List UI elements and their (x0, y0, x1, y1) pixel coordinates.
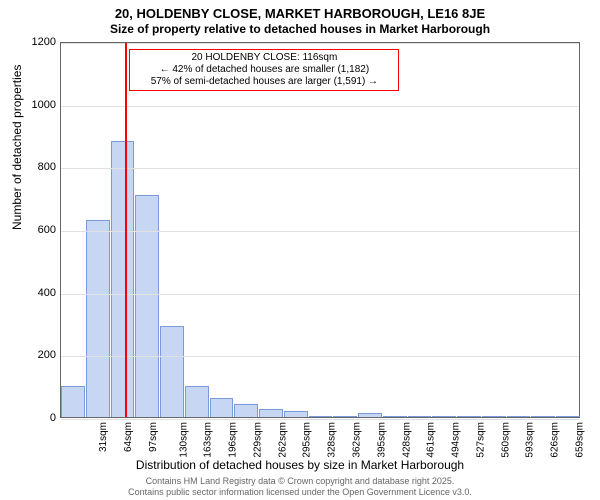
y-tick-label: 1200 (32, 36, 56, 48)
annotation-line1: 20 HOLDENBY CLOSE: 116sqm (134, 52, 394, 64)
y-tick-label: 200 (38, 349, 56, 361)
x-tick-label: 527sqm (475, 422, 486, 458)
x-tick-label: 328sqm (327, 422, 338, 458)
y-tick-label: 600 (38, 224, 56, 236)
x-tick-label: 659sqm (574, 422, 585, 458)
bar (86, 220, 110, 417)
gridline (61, 168, 579, 169)
bar (309, 416, 333, 417)
credits-line2: Contains public sector information licen… (0, 487, 600, 498)
x-tick-label: 229sqm (253, 422, 264, 458)
marker-line (125, 43, 127, 417)
annotation-line3: 57% of semi-detached houses are larger (… (134, 76, 394, 88)
bar (408, 416, 432, 417)
y-tick-label: 800 (38, 161, 56, 173)
x-tick-label: 64sqm (123, 422, 134, 452)
x-tick-label: 295sqm (302, 422, 313, 458)
credits-line1: Contains HM Land Registry data © Crown c… (0, 476, 600, 487)
bar (234, 404, 258, 417)
gridline (61, 231, 579, 232)
x-tick-label: 130sqm (178, 422, 189, 458)
x-axis-label: Distribution of detached houses by size … (0, 458, 600, 472)
x-tick-label: 163sqm (203, 422, 214, 458)
bar (432, 416, 456, 417)
x-tick-label: 395sqm (376, 422, 387, 458)
x-tick-label: 593sqm (525, 422, 536, 458)
bar (333, 416, 357, 417)
credits: Contains HM Land Registry data © Crown c… (0, 476, 600, 498)
bar (135, 195, 159, 417)
bar (61, 386, 85, 417)
bar (284, 411, 308, 417)
chart-container: 20, HOLDENBY CLOSE, MARKET HARBOROUGH, L… (0, 0, 600, 500)
gridline (61, 106, 579, 107)
bars-layer (61, 43, 579, 417)
annotation-line2: ← 42% of detached houses are smaller (1,… (134, 64, 394, 76)
y-axis-label: Number of detached properties (10, 65, 24, 230)
bar (383, 416, 407, 417)
gridline (61, 356, 579, 357)
chart-title-2: Size of property relative to detached ho… (0, 22, 600, 36)
x-tick-label: 461sqm (426, 422, 437, 458)
x-tick-label: 494sqm (451, 422, 462, 458)
x-tick-label: 428sqm (401, 422, 412, 458)
x-tick-label: 31sqm (98, 422, 109, 452)
x-tick-label: 560sqm (500, 422, 511, 458)
bar (160, 326, 184, 417)
gridline (61, 294, 579, 295)
x-tick-label: 262sqm (277, 422, 288, 458)
bar (210, 398, 234, 417)
x-tick-label: 97sqm (148, 422, 159, 452)
x-tick-label: 196sqm (228, 422, 239, 458)
x-tick-label: 362sqm (352, 422, 363, 458)
bar (531, 416, 555, 417)
y-tick-label: 1000 (32, 99, 56, 111)
bar (259, 409, 283, 417)
bar (482, 416, 506, 417)
bar (457, 416, 481, 417)
annotation-box: 20 HOLDENBY CLOSE: 116sqm ← 42% of detac… (129, 49, 399, 91)
bar (185, 386, 209, 417)
y-tick-label: 400 (38, 287, 56, 299)
bar (358, 413, 382, 417)
y-tick-label: 0 (50, 412, 56, 424)
bar (111, 141, 135, 417)
bar (556, 416, 580, 417)
chart-title-1: 20, HOLDENBY CLOSE, MARKET HARBOROUGH, L… (0, 6, 600, 21)
bar (507, 416, 531, 417)
gridline (61, 419, 579, 420)
gridline (61, 43, 579, 44)
plot-area: 20 HOLDENBY CLOSE: 116sqm ← 42% of detac… (60, 42, 580, 418)
x-tick-label: 626sqm (550, 422, 561, 458)
